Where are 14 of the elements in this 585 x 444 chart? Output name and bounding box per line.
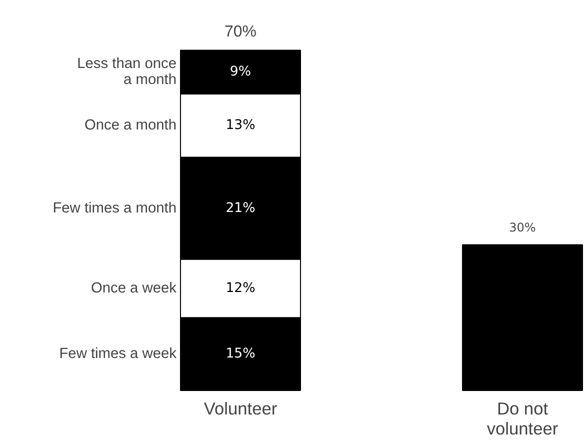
data-label: 13%	[226, 118, 256, 134]
x-tick-label: Volunteer	[204, 398, 278, 418]
total-label: 70%	[224, 23, 257, 40]
series-label: Few times a week	[59, 346, 178, 362]
data-label: 9%	[230, 64, 252, 80]
data-label: 21%	[226, 200, 256, 216]
series-label: Once a month	[84, 118, 177, 134]
total-label: 30%	[509, 220, 536, 235]
x-tick-label: Do not volunteer	[486, 398, 558, 438]
data-label: 15%	[226, 346, 256, 362]
data-label: 12%	[226, 280, 256, 296]
series-label: Once a week	[90, 280, 178, 296]
series-label: Few times a month	[52, 200, 177, 216]
series-label: Less than once a month	[77, 56, 177, 88]
